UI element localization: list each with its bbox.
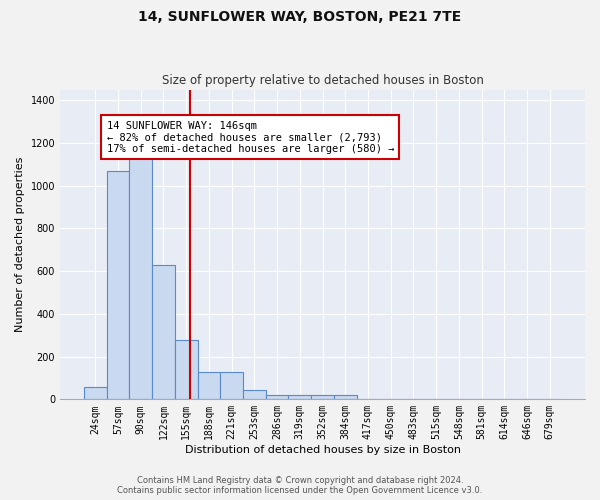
Bar [152,264,175,400]
Bar [197,372,220,400]
Bar [334,395,356,400]
Text: 14, SUNFLOWER WAY, BOSTON, PE21 7TE: 14, SUNFLOWER WAY, BOSTON, PE21 7TE [139,10,461,24]
Bar [243,390,266,400]
Bar [266,395,289,400]
Bar [311,395,334,400]
Bar [84,386,107,400]
Bar [289,395,311,400]
Bar [130,156,152,400]
Text: Contains HM Land Registry data © Crown copyright and database right 2024.
Contai: Contains HM Land Registry data © Crown c… [118,476,482,495]
Y-axis label: Number of detached properties: Number of detached properties [15,157,25,332]
Title: Size of property relative to detached houses in Boston: Size of property relative to detached ho… [161,74,484,87]
X-axis label: Distribution of detached houses by size in Boston: Distribution of detached houses by size … [185,445,461,455]
Bar [220,372,243,400]
Text: 14 SUNFLOWER WAY: 146sqm
← 82% of detached houses are smaller (2,793)
17% of sem: 14 SUNFLOWER WAY: 146sqm ← 82% of detach… [107,120,394,154]
Bar [175,340,197,400]
Bar [107,170,130,400]
